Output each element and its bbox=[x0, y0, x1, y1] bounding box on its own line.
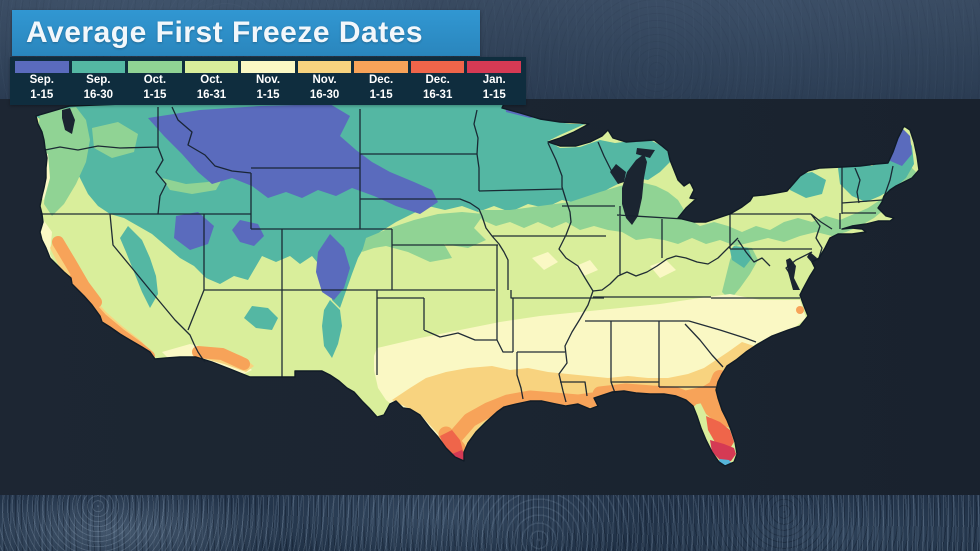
legend-month-label: Sep. bbox=[86, 74, 111, 86]
legend-range-label: 1-15 bbox=[369, 88, 393, 101]
green-bay bbox=[610, 164, 626, 184]
region-green-pacific-nw bbox=[38, 107, 90, 216]
page-title: Average First Freeze Dates bbox=[26, 16, 424, 49]
legend-swatch-oct1 bbox=[128, 61, 182, 73]
legend-month-label: Jan. bbox=[482, 74, 506, 86]
legend-swatch-jan1 bbox=[467, 61, 521, 73]
legend-item-jan1: Jan. 1-15 bbox=[467, 61, 521, 102]
region-red-florida bbox=[706, 416, 734, 452]
legend-swatch-sep16 bbox=[71, 61, 126, 73]
legend-range-label: 16-31 bbox=[196, 88, 227, 101]
legend-range-label: 1-15 bbox=[482, 88, 506, 101]
legend-range-label: 16-30 bbox=[83, 88, 114, 101]
legend-swatch-dec1 bbox=[354, 61, 408, 73]
legend-month-label: Sep. bbox=[29, 74, 54, 86]
legend-item-sep1: Sep. 1-15 bbox=[15, 61, 69, 102]
region-orange-outer-banks bbox=[796, 306, 804, 314]
region-crimson-south-florida bbox=[710, 440, 736, 462]
region-teal-west-virginia bbox=[730, 246, 752, 268]
region-paleyellow-ohio-patch bbox=[650, 260, 676, 278]
legend-item-dec1: Dec. 1-15 bbox=[354, 61, 408, 102]
puget-sound bbox=[62, 108, 75, 134]
legend-item-dec16: Dec. 16-31 bbox=[410, 61, 465, 102]
region-green-columbia-basin bbox=[92, 122, 138, 158]
region-green-plains bbox=[362, 212, 486, 262]
legend-month-label: Nov. bbox=[312, 74, 337, 86]
legend-range-label: 1-15 bbox=[30, 88, 54, 101]
legend-item-sep16: Sep. 16-30 bbox=[71, 61, 126, 102]
legend-range-label: 1-15 bbox=[256, 88, 280, 101]
legend-swatch-nov16 bbox=[297, 61, 352, 73]
lake-michigan bbox=[622, 154, 647, 225]
region-paleyellow-california-coast bbox=[36, 218, 154, 362]
freeze-date-legend: Sep. 1-15 Sep. 16-30 Oct. 1-15 Oct. 16-31 Nov. 1-… bbox=[10, 57, 526, 105]
legend-item-nov1: Nov. 1-15 bbox=[241, 61, 295, 102]
region-teal-new-mexico bbox=[322, 300, 342, 358]
legend-swatch-nov1 bbox=[241, 61, 295, 73]
region-paleyellow-illinois-patch bbox=[532, 252, 558, 270]
legend-swatch-oct16 bbox=[184, 61, 239, 73]
state-borders bbox=[40, 106, 894, 403]
mackinac-straits bbox=[636, 148, 655, 158]
us-coastline bbox=[35, 96, 920, 467]
legend-swatch-dec16 bbox=[410, 61, 465, 73]
legend-item-oct1: Oct. 1-15 bbox=[128, 61, 182, 102]
region-teal-arizona bbox=[244, 306, 278, 330]
region-green-snake-plain bbox=[162, 176, 224, 194]
title-bar: Average First Freeze Dates bbox=[12, 10, 480, 56]
legend-range-label: 1-15 bbox=[143, 88, 167, 101]
region-blue-colorado-rockies bbox=[316, 234, 350, 300]
legend-range-label: 16-31 bbox=[422, 88, 453, 101]
region-teal-adirondacks bbox=[790, 172, 826, 198]
legend-month-label: Dec. bbox=[425, 74, 450, 86]
region-green-midwest-northeast-band bbox=[478, 166, 916, 246]
legend-month-label: Oct. bbox=[143, 74, 167, 86]
legend-item-oct16: Oct. 16-31 bbox=[184, 61, 239, 102]
region-blue-uinta bbox=[232, 220, 264, 246]
region-orange-arizona-desert bbox=[192, 346, 250, 370]
legend-month-label: Nov. bbox=[255, 74, 281, 86]
legend-range-label: 16-30 bbox=[309, 88, 340, 101]
region-orange-central-valley bbox=[52, 236, 102, 308]
legend-item-nov16: Nov. 16-30 bbox=[297, 61, 352, 102]
legend-swatch-sep1 bbox=[15, 61, 69, 73]
legend-month-label: Dec. bbox=[368, 74, 394, 86]
region-blue-northern-rockies bbox=[148, 104, 438, 214]
backdrop-bottom-frost-texture bbox=[0, 495, 980, 551]
legend-month-label: Oct. bbox=[200, 74, 223, 86]
